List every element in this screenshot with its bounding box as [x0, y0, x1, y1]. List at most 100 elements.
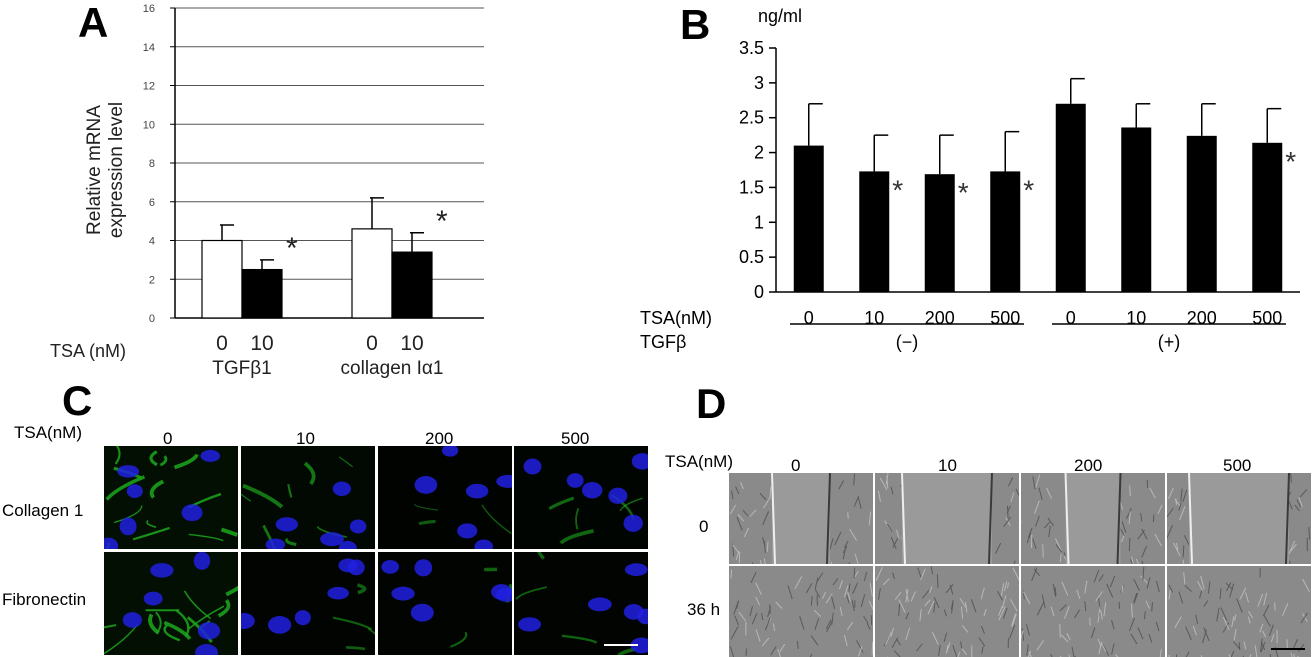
cell-texture	[1275, 602, 1276, 610]
y-tick-label-a: 16	[143, 3, 155, 15]
y-tick-label-a: 6	[149, 197, 155, 209]
y-tick-label-a: 10	[143, 119, 155, 131]
panel-d-row-36h: 36 h	[687, 601, 720, 618]
panel-c-micrograph-grid	[104, 446, 650, 652]
green-haze	[241, 446, 375, 549]
panel-c-tsa-label: TSA(nM)	[14, 424, 82, 441]
tile-background	[875, 566, 1019, 657]
nucleus	[320, 532, 344, 546]
cell-texture	[739, 552, 740, 564]
micrograph-tile-c	[104, 552, 238, 655]
significance-star-a: *	[286, 232, 298, 265]
panel-c-col-200: 200	[425, 430, 453, 447]
row-label-tgf-b: TGFβ	[640, 332, 686, 352]
cell-texture	[872, 642, 873, 655]
micrograph-image-d	[1021, 566, 1165, 657]
cell-texture	[1130, 485, 1131, 496]
nucleus	[624, 515, 643, 532]
panel-c-row-fibronectin: Fibronectin	[2, 591, 86, 608]
micrograph-tile-d	[1167, 473, 1311, 564]
significance-star-a: *	[436, 205, 448, 238]
nucleus	[182, 504, 203, 521]
nucleus	[127, 484, 143, 498]
bar-b	[925, 174, 955, 292]
micrograph-tile-d	[729, 566, 873, 657]
nucleus	[144, 592, 163, 606]
nucleus	[198, 622, 220, 639]
x-tick-label-a: 10	[400, 332, 423, 355]
significance-star-b: *	[958, 177, 969, 208]
group-label-a: TGFβ1	[212, 358, 272, 379]
group-label-b: (+)	[1158, 332, 1181, 352]
nucleus	[625, 563, 648, 576]
row-label-tsa-b: TSA(nM)	[640, 308, 712, 328]
bar-b	[1187, 136, 1217, 292]
micrograph-tile-c	[514, 552, 648, 655]
panel-d-col-200: 200	[1074, 457, 1102, 474]
y-tick-label-b: 3	[754, 73, 764, 93]
micrograph-tile-c	[378, 446, 512, 549]
x-tick-label-b: 500	[990, 308, 1020, 328]
panel-d-tsa-label: TSA(nM)	[665, 453, 733, 470]
bar-b	[794, 146, 824, 292]
micrograph-image-d	[729, 473, 873, 564]
micrograph-tile-d	[875, 566, 1019, 657]
cell-texture	[854, 568, 855, 579]
micrograph-image-d	[1167, 566, 1311, 657]
nucleus	[381, 560, 399, 574]
micrograph-tile-d	[1167, 566, 1311, 657]
micrograph-tile-d	[875, 473, 1019, 564]
cell-texture	[937, 574, 938, 588]
cell-texture	[1060, 624, 1061, 637]
micrograph-tile-c	[104, 446, 238, 549]
micrograph-tile-d	[729, 473, 873, 564]
significance-star-b: *	[1023, 174, 1034, 205]
micrograph-tile-c	[514, 446, 648, 549]
green-haze	[378, 446, 512, 549]
cell-texture	[731, 570, 732, 579]
micrograph-image-d	[1167, 473, 1311, 564]
micrograph-image-d	[875, 566, 1019, 657]
bar-b	[1121, 127, 1151, 292]
micrograph-image-c	[104, 552, 238, 655]
micrograph-tile-c	[241, 446, 375, 549]
y-tick-label-b: 2.5	[739, 108, 764, 128]
x-tick-label-b: 0	[1066, 308, 1076, 328]
cell-texture	[848, 512, 849, 518]
cell-texture	[1090, 618, 1091, 626]
micrograph-image-d	[1021, 473, 1165, 564]
nucleus	[276, 517, 298, 531]
nucleus	[295, 610, 311, 625]
panel-c-row-collagen: Collagen 1	[2, 502, 83, 519]
y-tick-label-b: 1	[754, 212, 764, 232]
y-tick-label-b: 3.5	[739, 38, 764, 58]
nucleus	[608, 488, 627, 504]
bar-a	[242, 270, 282, 318]
nucleus	[524, 459, 542, 475]
panel-c-col-500: 500	[561, 430, 589, 447]
nucleus	[582, 482, 603, 498]
panel-d-micrograph-grid	[729, 473, 1313, 655]
micrograph-image-c	[514, 552, 648, 655]
y-tick-label-a: 12	[143, 81, 155, 93]
nucleus	[350, 519, 366, 533]
y-tick-label-a: 8	[149, 158, 155, 170]
x-tick-label-b: 200	[1187, 308, 1217, 328]
nucleus	[120, 517, 137, 535]
nucleus	[201, 450, 221, 462]
micrograph-image-c	[514, 446, 648, 549]
nucleus	[518, 617, 541, 631]
micrograph-tile-d	[1021, 566, 1165, 657]
wound-gap	[772, 473, 830, 564]
micrograph-tile-c	[378, 552, 512, 655]
y-tick-label-b: 0	[754, 282, 764, 302]
bar-b	[1056, 104, 1086, 292]
nucleus	[194, 552, 210, 570]
micrograph-image-c	[378, 552, 512, 655]
wound-gap	[1066, 473, 1121, 564]
nucleus	[567, 473, 584, 488]
x-tick-label-b: 0	[804, 308, 814, 328]
bar-b	[990, 171, 1020, 292]
